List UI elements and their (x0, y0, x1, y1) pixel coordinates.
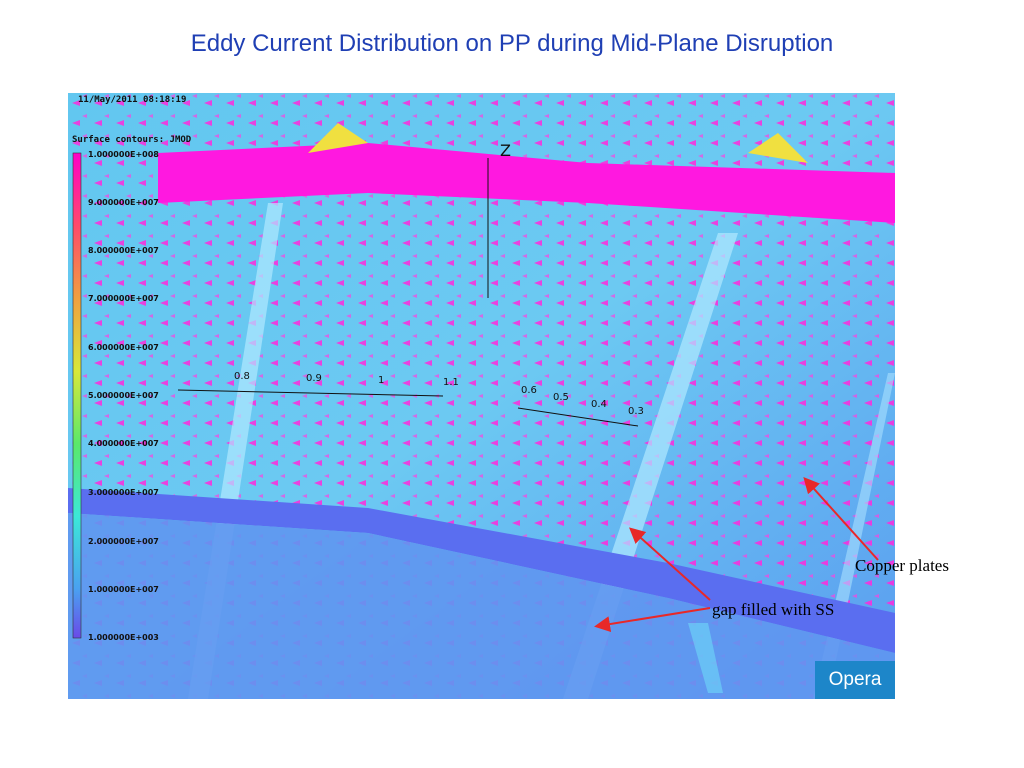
axis-tick: 0.8 (234, 371, 250, 382)
legend-value: 1.000000E+008 (88, 150, 159, 159)
legend-value: 9.000000E+007 (88, 198, 159, 207)
legend-value: 2.000000E+007 (88, 537, 159, 546)
axis-tick: 0.9 (306, 373, 322, 384)
legend-value: 1.000000E+007 (88, 585, 159, 594)
axis-tick: 1 (378, 375, 385, 386)
simulation-view: 11/May/2011 08:18:19 Surface contours: J… (68, 93, 895, 699)
legend-value: 5.000000E+007 (88, 391, 159, 400)
gap-label: gap filled with SS (712, 600, 835, 619)
legend-value: 7.000000E+007 (88, 294, 159, 303)
z-axis-label: Z (500, 141, 511, 160)
timestamp: 11/May/2011 08:18:19 (78, 95, 187, 105)
opera-logo: Opera (815, 661, 895, 699)
legend-value: 8.000000E+007 (88, 246, 159, 255)
axis-tick: 0.5 (553, 392, 569, 403)
legend-value: 1.000000E+003 (88, 633, 159, 642)
axis-tick: 1.1 (443, 377, 459, 388)
contour-title: Surface contours: JMOD (72, 135, 192, 145)
axis-tick: 0.6 (521, 385, 537, 396)
axis-tick: 0.4 (591, 399, 607, 410)
axis-tick: 0.3 (628, 406, 644, 417)
slide-title: Eddy Current Distribution on PP during M… (190, 30, 834, 57)
legend-value: 3.000000E+007 (88, 488, 159, 497)
legend-value: 6.000000E+007 (88, 343, 159, 352)
field-plot (68, 93, 895, 699)
legend-value: 4.000000E+007 (88, 439, 159, 448)
copper-plates-label: Copper plates (855, 556, 949, 575)
